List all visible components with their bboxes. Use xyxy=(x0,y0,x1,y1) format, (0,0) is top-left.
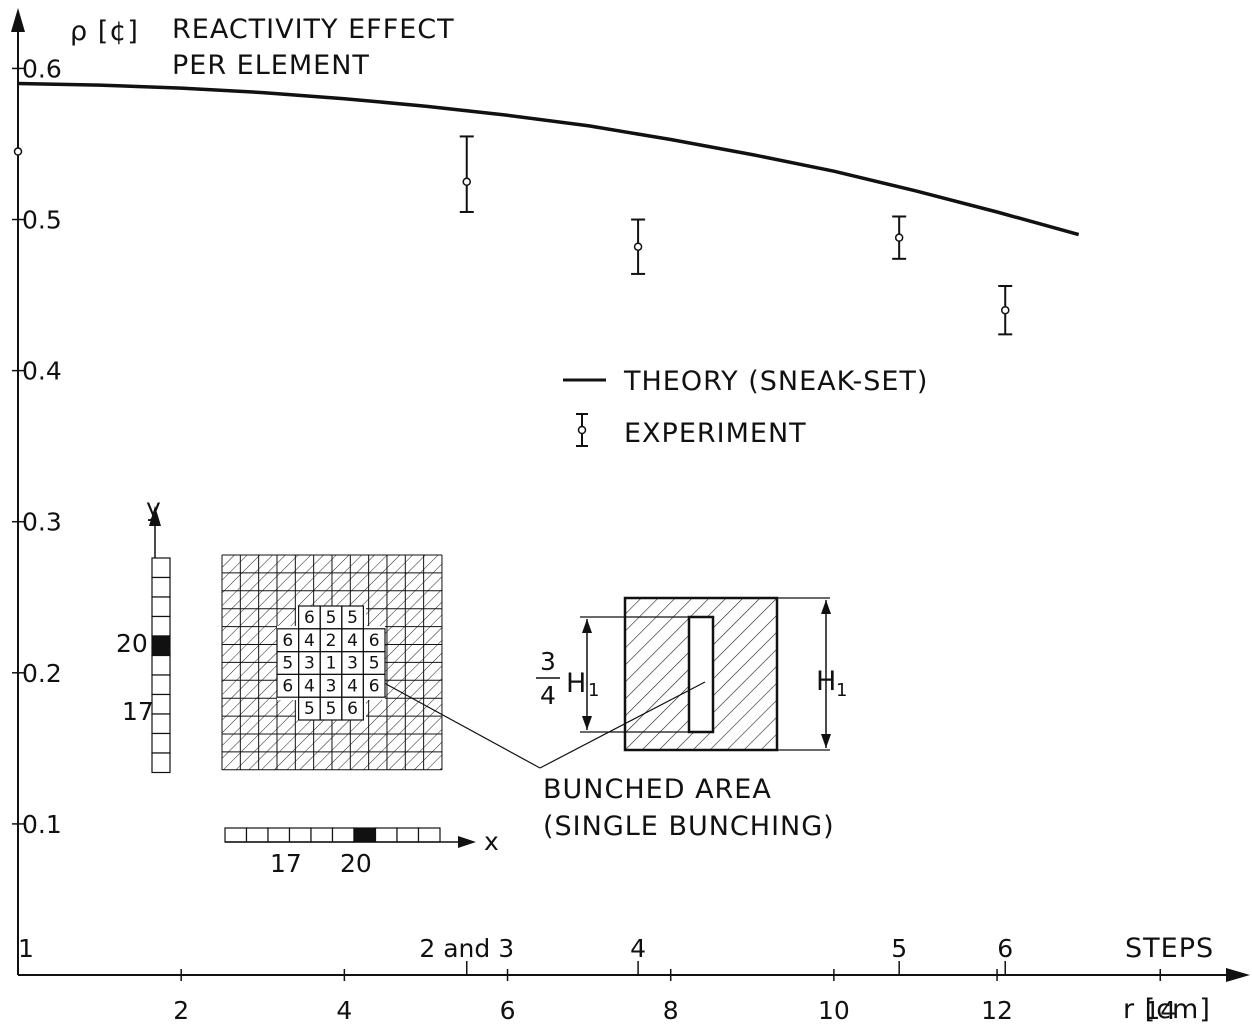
y-tick-label: 0.2 xyxy=(22,659,62,688)
y-tick-label: 0.6 xyxy=(22,54,62,83)
grid-cell-number: 3 xyxy=(326,676,337,696)
grid-cell-number: 3 xyxy=(347,654,358,674)
inner-height-fraction-top: 3 xyxy=(540,647,556,676)
callout-line2: (SINGLE BUNCHING) xyxy=(543,811,835,842)
y-tick-label: 0.4 xyxy=(22,357,62,386)
inset-x-label-20: 20 xyxy=(340,849,372,878)
experiment-point xyxy=(13,147,23,156)
steps-tick-label: 1 xyxy=(18,934,34,963)
grid-cell-number: 5 xyxy=(347,608,358,628)
x-tick-label: 2 xyxy=(173,996,189,1025)
x-tick-label: 4 xyxy=(336,996,352,1025)
bunched-area-callout: BUNCHED AREA (SINGLE BUNCHING) xyxy=(385,681,835,842)
steps-tick-label: 5 xyxy=(891,934,907,963)
grid-cell-number: 3 xyxy=(304,654,315,674)
x-axis-arrow xyxy=(1226,968,1250,982)
inset-y-letter: y xyxy=(146,493,161,522)
legend-theory-label: THEORY (SNEAK-SET) xyxy=(623,366,928,397)
x-tick-label: 12 xyxy=(981,996,1013,1025)
steps-tick-label: 4 xyxy=(630,934,646,963)
grid-cell-number: 5 xyxy=(326,608,337,628)
theory-series-line xyxy=(17,81,1080,237)
outer-height-symbol: H xyxy=(816,666,837,697)
legend-experiment-label: EXPERIMENT xyxy=(624,418,807,449)
x-tick-label: 14 xyxy=(1144,996,1176,1025)
y-axis-label: ρ [¢] xyxy=(70,16,139,47)
grid-cell-number: 1 xyxy=(326,654,337,674)
grid-cell-number: 2 xyxy=(326,631,337,651)
axes xyxy=(11,8,1250,982)
callout-line1: BUNCHED AREA xyxy=(543,774,772,805)
experiment-point xyxy=(459,135,474,213)
grid-cell-number: 6 xyxy=(347,699,358,719)
grid-cell-number: 6 xyxy=(304,608,315,628)
x-tick-label: 10 xyxy=(818,996,850,1025)
inner-height-symbol: H xyxy=(566,668,587,699)
x-scale-strip: x 17 20 xyxy=(224,827,499,878)
grid-cell-number: 6 xyxy=(282,631,293,651)
grid-cell-number: 5 xyxy=(326,699,337,719)
y-tick-label: 0.3 xyxy=(22,508,62,537)
y-ticks: 0.1 0.2 0.3 0.4 0.5 0.6 xyxy=(12,54,62,839)
inset-diagram: y 20 17 x 17 20 6 5 56 4 2 4 65 3 1 3 56 4 3 4 65 5 6 xyxy=(116,493,847,878)
inset-x-label-17: 17 xyxy=(270,849,302,878)
experiment-point xyxy=(631,218,646,275)
experiment-point xyxy=(998,285,1013,336)
legend-experiment-swatch xyxy=(576,413,588,447)
chart-title-line2: PER ELEMENT xyxy=(172,50,370,81)
grid-cell-number: 4 xyxy=(347,631,358,651)
grid-cell-number: 4 xyxy=(304,676,315,696)
steps-tick-label: 2 and 3 xyxy=(419,934,514,963)
inner-height-fraction-bottom: 4 xyxy=(540,681,556,710)
legend: THEORY (SNEAK-SET) EXPERIMENT xyxy=(563,366,928,449)
x-tick-label: 6 xyxy=(500,996,516,1025)
inset-y-label-20: 20 xyxy=(116,629,148,658)
experiment-series xyxy=(13,135,1013,336)
inner-height-subscript: 1 xyxy=(588,680,599,701)
grid-cell-number: 6 xyxy=(282,676,293,696)
x-axis-label: r [cm] xyxy=(1123,994,1211,1025)
y-axis-arrow xyxy=(11,8,25,32)
y-scale-strip: y 20 17 xyxy=(116,493,171,774)
grid-cell-number: 4 xyxy=(347,676,358,696)
chart-title: REACTIVITY EFFECT xyxy=(172,14,455,45)
grid-cell-number: 6 xyxy=(369,676,380,696)
grid-cell-number: 5 xyxy=(369,654,380,674)
steps-tick-label: 6 xyxy=(997,934,1013,963)
grid-cell-number: 4 xyxy=(304,631,315,651)
y-tick-label: 0.1 xyxy=(22,810,62,839)
grid-cell-number: 6 xyxy=(369,631,380,651)
element-cross-section: 3 4 H 1 H 1 xyxy=(536,596,847,752)
x-tick-label: 8 xyxy=(663,996,679,1025)
inset-y-label-17: 17 xyxy=(122,697,154,726)
inset-x-letter: x xyxy=(484,827,499,856)
experiment-point xyxy=(892,215,907,260)
y-tick-label: 0.5 xyxy=(22,206,62,235)
x-ticks: 2 4 6 8 10 12 14 xyxy=(173,969,1176,1025)
bunching-grid: 6 5 56 4 2 4 65 3 1 3 56 4 3 4 65 5 6 xyxy=(221,554,443,771)
steps-label: STEPS xyxy=(1125,933,1214,964)
grid-cell-number: 5 xyxy=(304,699,315,719)
steps-axis: 1 2 and 3 4 5 6 xyxy=(17,934,1013,975)
outer-height-subscript: 1 xyxy=(836,680,847,701)
grid-cell-number: 5 xyxy=(282,654,293,674)
